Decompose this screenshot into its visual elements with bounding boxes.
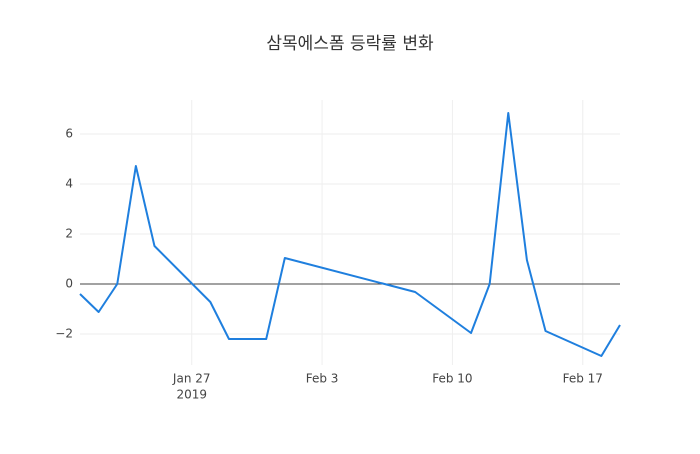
x-tick-label: Feb 17 xyxy=(563,372,603,386)
y-tick-label: 6 xyxy=(65,127,73,141)
x-year-label: 2019 xyxy=(176,388,207,402)
line-series xyxy=(79,112,621,357)
y-tick-label: −2 xyxy=(55,327,73,341)
x-tick-label: Feb 3 xyxy=(306,372,339,386)
x-tick-label: Feb 10 xyxy=(432,372,472,386)
y-tick-label: 2 xyxy=(65,227,73,241)
x-tick-label: Jan 27 xyxy=(172,372,211,386)
chart-title: 삼목에스폼 등락률 변화 xyxy=(266,34,434,54)
y-tick-label: 4 xyxy=(65,177,73,191)
y-tick-label: 0 xyxy=(65,277,73,291)
